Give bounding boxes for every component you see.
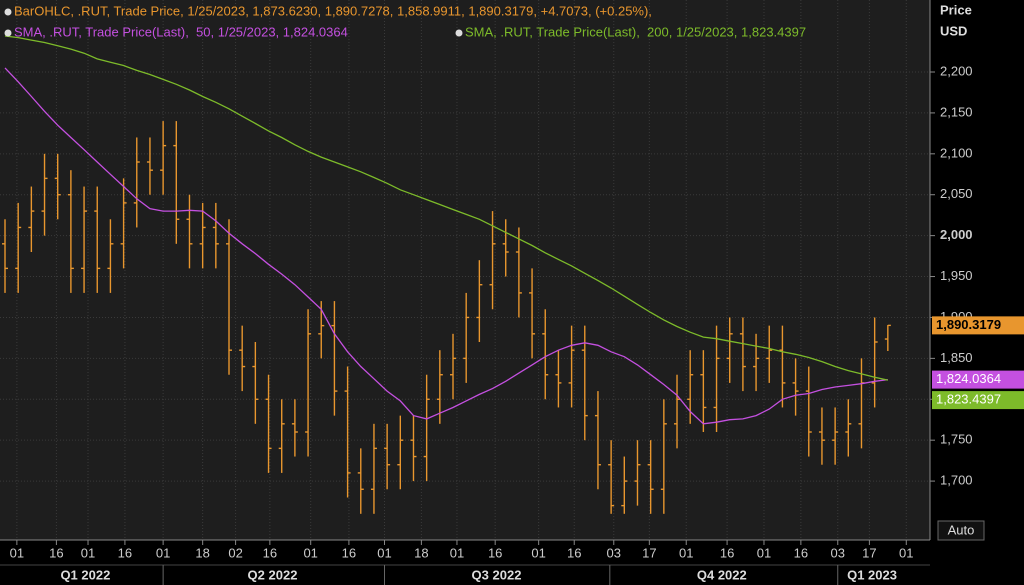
x-tick-label: 16: [567, 545, 581, 560]
legend-entry: BarOHLC, .RUT, Trade Price, 1/25/2023, 1…: [14, 3, 652, 18]
x-tick-label: 16: [49, 545, 63, 560]
x-tick-label: 01: [156, 545, 170, 560]
axis-title: Price: [940, 2, 972, 17]
quarter-label: Q1 2022: [60, 567, 110, 582]
x-tick-label: 01: [10, 545, 24, 560]
x-tick-label: 16: [118, 545, 132, 560]
x-tick-label: 16: [263, 545, 277, 560]
x-tick-label: 03: [831, 545, 845, 560]
y-tick-label: 2,000: [940, 227, 973, 242]
legend-icon: [4, 29, 12, 37]
x-tick-label: 01: [757, 545, 771, 560]
y-tick-label: 2,150: [940, 104, 973, 119]
y-tick-label: 1,700: [940, 473, 973, 488]
last-value-label: 1,890.3179: [936, 317, 1001, 332]
x-tick-label: 16: [794, 545, 808, 560]
quarter-label: Q4 2022: [697, 567, 747, 582]
x-tick-label: 01: [450, 545, 464, 560]
x-tick-label: 01: [81, 545, 95, 560]
x-tick-label: 17: [862, 545, 876, 560]
x-tick-label: 01: [531, 545, 545, 560]
x-tick-label: 01: [679, 545, 693, 560]
plot-background: [0, 0, 930, 540]
last-value-label: 1,824.0364: [936, 371, 1001, 386]
quarter-label: Q3 2022: [472, 567, 522, 582]
auto-button-label[interactable]: Auto: [948, 522, 975, 537]
x-tick-label: 01: [377, 545, 391, 560]
ohlc-bars: [2, 121, 891, 514]
y-tick-label: 2,100: [940, 145, 973, 160]
x-tick-label: 16: [342, 545, 356, 560]
quarter-label: Q1 2023: [847, 567, 897, 582]
grid-layer: [0, 0, 930, 540]
last-value-label: 1,823.4397: [936, 392, 1001, 407]
sma-line: [4, 67, 888, 425]
x-tick-label: 01: [303, 545, 317, 560]
x-tick-label: 16: [720, 545, 734, 560]
axis-background: [930, 0, 1024, 585]
legend-icon: [4, 8, 12, 16]
x-tick-label: 18: [414, 545, 428, 560]
x-tick-label: 02: [228, 545, 242, 560]
axis-unit: USD: [940, 23, 967, 38]
x-tick-label: 03: [607, 545, 621, 560]
sma-line: [4, 35, 888, 381]
auto-button[interactable]: [937, 520, 985, 541]
legend-icon: [455, 29, 463, 37]
x-tick-label: 01: [899, 545, 913, 560]
y-tick-label: 1,750: [940, 432, 973, 447]
x-axis-background: [0, 540, 930, 585]
legend-entry: SMA, .RUT, Trade Price(Last), 200, 1/25/…: [465, 24, 806, 39]
quarter-label: Q2 2022: [248, 567, 298, 582]
y-tick-label: 1,950: [940, 268, 973, 283]
x-tick-label: 16: [488, 545, 502, 560]
last-value-tag: [932, 316, 1024, 335]
x-tick-label: 17: [642, 545, 656, 560]
x-tick-label: 18: [195, 545, 209, 560]
legend-entry: SMA, .RUT, Trade Price(Last), 50, 1/25/2…: [14, 24, 348, 39]
last-value-tag: [932, 391, 1024, 410]
y-tick-label: 2,200: [940, 63, 973, 78]
last-value-tag: [932, 370, 1024, 389]
y-tick-label: 2,050: [940, 186, 973, 201]
y-tick-label: 1,850: [940, 350, 973, 365]
